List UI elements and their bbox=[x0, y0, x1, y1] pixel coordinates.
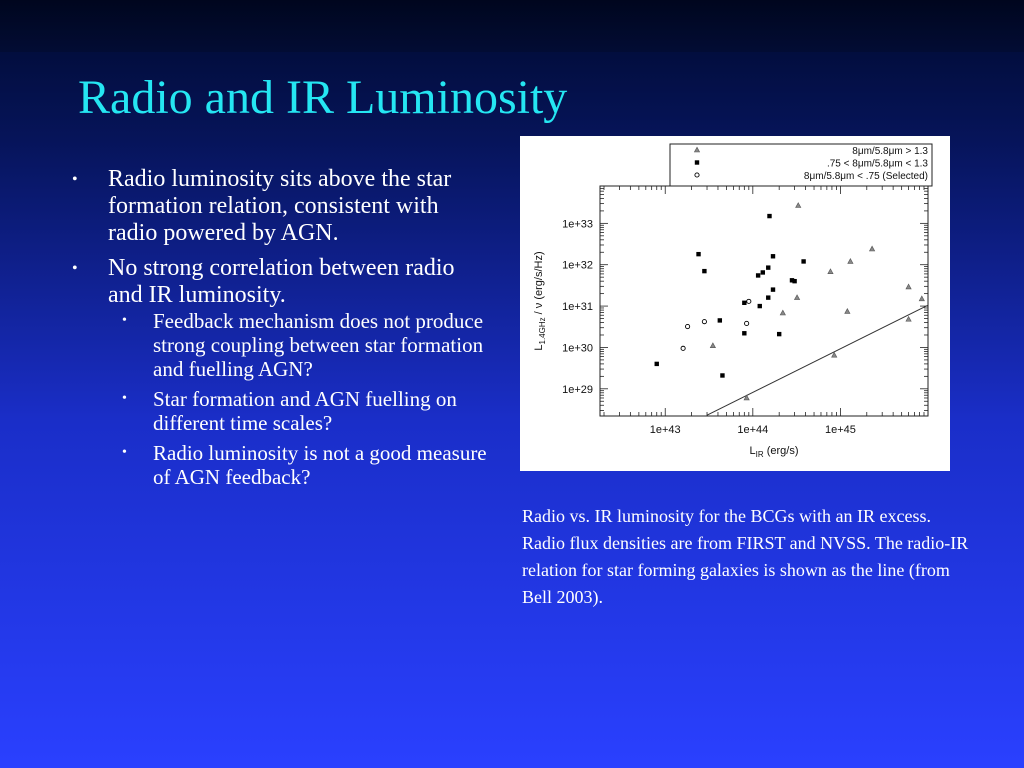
data-point-square bbox=[702, 268, 707, 274]
sub-bullet-list: • Feedback mechanism does not produce st… bbox=[108, 309, 488, 489]
sub-bullet-text: Star formation and AGN fuelling on diffe… bbox=[153, 387, 457, 435]
data-point-triangle bbox=[793, 294, 801, 300]
scatter-chart: 1e+43 1e+44 1e+45 1e+29 1e+30 1e+31 1e+32 1e+33… bbox=[533, 143, 933, 459]
data-point-triangle bbox=[847, 258, 854, 264]
sub-bullet-item: • Radio luminosity is not a good measure… bbox=[108, 441, 488, 489]
sub-bullet-marker: • bbox=[122, 313, 127, 328]
sub-bullet-text: Radio luminosity is not a good measure o… bbox=[153, 441, 487, 489]
y-axis-label: L1.4GHz / ν (erg/s/Hz) bbox=[533, 251, 547, 350]
bullet-text: No strong correlation between radio and … bbox=[108, 255, 455, 308]
data-point-square bbox=[770, 254, 776, 259]
sub-bullet-item: • Star formation and AGN fuelling on dif… bbox=[108, 387, 488, 435]
data-point-square bbox=[789, 278, 795, 283]
plot-frame bbox=[599, 185, 929, 417]
data-point-triangle bbox=[918, 295, 925, 302]
data-point-triangle bbox=[779, 309, 786, 316]
y-tick-label: 1e+29 bbox=[562, 384, 593, 396]
header-band bbox=[0, 0, 1024, 52]
data-point-circle bbox=[680, 345, 686, 351]
data-point-square bbox=[696, 251, 701, 257]
y-tick-label: 1e+33 bbox=[562, 218, 593, 230]
data-point-circle bbox=[746, 298, 752, 304]
data-point-square bbox=[801, 259, 806, 264]
data-point-square bbox=[776, 331, 782, 337]
data-point-square bbox=[767, 213, 772, 219]
data-point-square bbox=[757, 303, 762, 309]
data-point-square bbox=[742, 331, 747, 336]
sub-bullet-marker: • bbox=[122, 445, 127, 460]
data-point-square bbox=[720, 373, 725, 378]
data-point-circle bbox=[685, 323, 691, 330]
data-point-square bbox=[755, 273, 761, 278]
data-point-triangle bbox=[905, 315, 912, 322]
y-tick-label: 1e+30 bbox=[562, 342, 593, 354]
data-point-square bbox=[760, 270, 766, 275]
legend-marker-triangle bbox=[693, 146, 701, 153]
data-point-triangle bbox=[827, 268, 834, 274]
data-point-triangle bbox=[844, 308, 851, 314]
sub-bullet-item: • Feedback mechanism does not produce st… bbox=[108, 309, 488, 381]
data-point-triangle bbox=[868, 245, 876, 252]
legend-entry: .75 < 8μm/5.8μm < 1.3 bbox=[827, 159, 928, 170]
x-tick-label: 1e+43 bbox=[650, 424, 681, 436]
y-tick-label: 1e+32 bbox=[562, 260, 593, 272]
slide-title: Radio and IR Luminosity bbox=[78, 71, 568, 124]
bullet-marker: • bbox=[72, 260, 78, 277]
legend-marker-circle bbox=[694, 172, 700, 178]
data-point-triangle bbox=[709, 342, 716, 349]
data-point-circle bbox=[744, 320, 750, 327]
figure-caption: Radio vs. IR luminosity for the BCGs wit… bbox=[522, 506, 969, 607]
legend-entry: 8μm/5.8μm > 1.3 bbox=[852, 146, 928, 157]
data-point-triangle bbox=[743, 394, 750, 401]
legend-box bbox=[669, 143, 933, 187]
data-point-square bbox=[766, 265, 771, 270]
legend-marker-square bbox=[694, 160, 700, 165]
data-point-circle bbox=[701, 319, 707, 325]
data-point-square bbox=[742, 300, 747, 306]
data-point-square bbox=[717, 318, 723, 323]
y-tick-label: 1e+31 bbox=[562, 301, 593, 313]
data-point-square bbox=[766, 295, 771, 300]
data-point-square bbox=[654, 361, 659, 367]
bullet-text: Radio luminosity sits above the star for… bbox=[108, 166, 452, 246]
legend-entry: 8μm/5.8μm < .75 (Selected) bbox=[804, 171, 928, 182]
sub-bullet-text: Feedback mechanism does not produce stro… bbox=[153, 309, 484, 381]
chart-figure: 1e+43 1e+44 1e+45 1e+29 1e+30 1e+31 1e+32 1e+33… bbox=[520, 136, 950, 471]
x-tick-label: 1e+44 bbox=[737, 424, 768, 436]
data-point-square bbox=[770, 287, 776, 292]
data-point-triangle bbox=[831, 351, 838, 358]
data-point-triangle bbox=[795, 202, 802, 208]
bullet-marker: • bbox=[72, 171, 78, 188]
bullet-item: • No strong correlation between radio an… bbox=[68, 255, 488, 489]
data-point-square bbox=[792, 278, 797, 284]
bullet-item: • Radio luminosity sits above the star f… bbox=[68, 166, 488, 247]
sub-bullet-marker: • bbox=[122, 391, 127, 406]
x-tick-label: 1e+45 bbox=[825, 424, 856, 436]
data-point-triangle bbox=[905, 283, 912, 290]
bullet-list: • Radio luminosity sits above the star f… bbox=[68, 166, 488, 497]
radio-ir-relation-line bbox=[706, 304, 928, 416]
x-axis-label: LIR (erg/s) bbox=[750, 445, 799, 459]
